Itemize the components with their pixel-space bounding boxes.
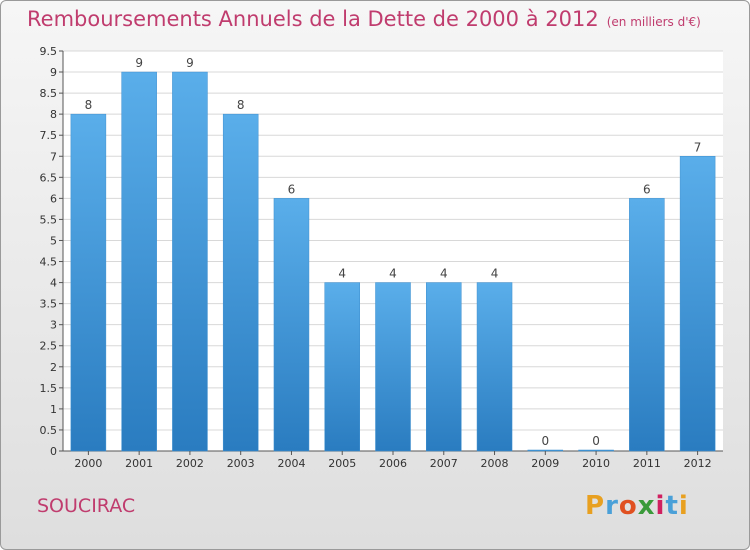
bar — [222, 113, 259, 452]
bar — [426, 282, 462, 452]
bar — [629, 198, 665, 452]
y-tick-label: 7.5 — [40, 129, 58, 142]
bar-value-label: 0 — [541, 434, 549, 448]
bar-value-label: 7 — [694, 140, 702, 154]
y-tick-label: 4.5 — [40, 256, 58, 269]
brand-letter: t — [665, 491, 679, 521]
bar — [527, 449, 564, 452]
x-tick-label: 2010 — [582, 457, 610, 470]
brand-letter: o — [618, 491, 638, 521]
brand-letter: x — [637, 491, 656, 521]
proxiti-logo: Proxiti — [585, 491, 689, 521]
y-tick-label: 3.5 — [40, 298, 58, 311]
bar — [578, 449, 614, 452]
bar — [476, 282, 513, 452]
bar-value-label: 8 — [85, 98, 93, 112]
chart-title: Remboursements Annuels de la Dette de 20… — [27, 7, 701, 31]
y-tick-label: 0 — [50, 445, 57, 458]
commune-name: SOUCIRAC — [37, 495, 136, 517]
bar-value-label: 8 — [237, 98, 245, 112]
bar-value-label: 9 — [135, 56, 143, 70]
x-tick-label: 2012 — [684, 457, 712, 470]
bar — [70, 113, 107, 452]
y-tick-label: 5.5 — [40, 213, 58, 226]
y-tick-label: 1 — [50, 403, 57, 416]
x-tick-label: 2009 — [531, 457, 559, 470]
bar-value-label: 4 — [440, 267, 448, 281]
bar — [324, 282, 360, 452]
bar-value-label: 6 — [643, 182, 651, 196]
bar-value-label: 6 — [288, 182, 296, 196]
y-tick-label: 6.5 — [40, 171, 58, 184]
bar-value-label: 4 — [491, 267, 499, 281]
y-tick-label: 8 — [50, 108, 57, 121]
x-tick-label: 2011 — [633, 457, 661, 470]
x-tick-label: 2008 — [481, 457, 509, 470]
bar — [172, 71, 208, 452]
bar — [375, 282, 411, 452]
bar — [679, 156, 716, 452]
y-tick-label: 4 — [50, 277, 57, 290]
y-tick-label: 2.5 — [40, 340, 58, 353]
brand-letter: r — [605, 491, 619, 521]
y-tick-label: 0.5 — [40, 424, 58, 437]
bar-value-label: 9 — [186, 56, 194, 70]
x-tick-label: 2002 — [176, 457, 204, 470]
y-tick-label: 5 — [50, 234, 57, 247]
bar-value-label: 0 — [592, 434, 600, 448]
brand-letter: i — [655, 491, 666, 521]
y-tick-label: 3 — [50, 319, 57, 332]
bar — [121, 71, 157, 452]
x-tick-label: 2004 — [277, 457, 305, 470]
bar-value-label: 4 — [338, 267, 346, 281]
y-tick-label: 7 — [50, 150, 57, 163]
brand-letter: P — [585, 491, 606, 521]
bar-value-label: 4 — [389, 267, 397, 281]
x-tick-label: 2006 — [379, 457, 407, 470]
x-tick-label: 2005 — [328, 457, 356, 470]
y-tick-label: 9.5 — [40, 45, 58, 58]
bar — [273, 198, 310, 452]
y-tick-label: 2 — [50, 361, 57, 374]
y-tick-label: 6 — [50, 192, 57, 205]
chart-subtitle: (en milliers d'€) — [606, 15, 701, 29]
y-tick-label: 1.5 — [40, 382, 58, 395]
x-tick-label: 2003 — [227, 457, 255, 470]
chart-title-text: Remboursements Annuels de la Dette de 20… — [27, 7, 599, 31]
y-tick-label: 9 — [50, 66, 57, 79]
y-tick-label: 8.5 — [40, 87, 58, 100]
x-tick-label: 2007 — [430, 457, 458, 470]
x-tick-label: 2000 — [74, 457, 102, 470]
brand-letter: i — [678, 491, 689, 521]
x-tick-label: 2001 — [125, 457, 153, 470]
